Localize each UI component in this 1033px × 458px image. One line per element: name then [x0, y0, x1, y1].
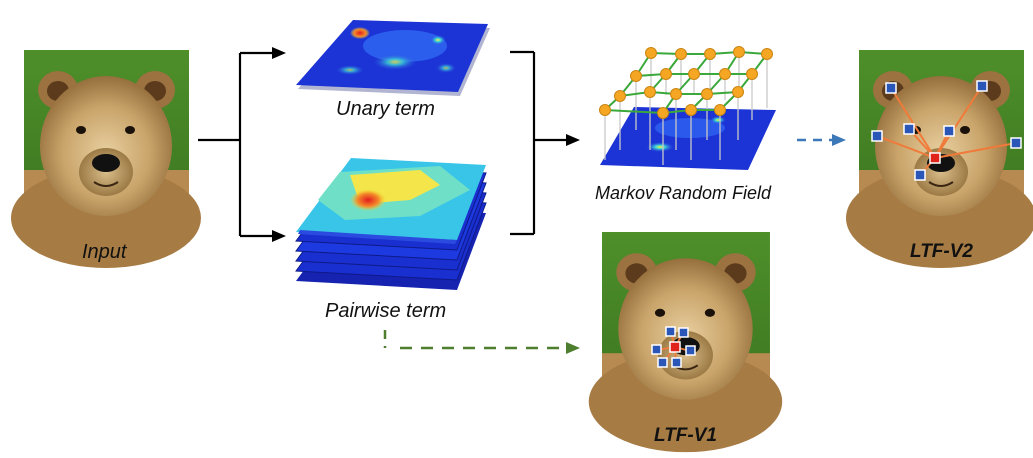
- split-arrows: [198, 51, 274, 238]
- arrow-head: [566, 134, 580, 146]
- ltf-v2-image: [845, 49, 1033, 269]
- pairwise-term-label: Pairwise term: [325, 300, 447, 322]
- pairwise-heatmap-stack: [295, 158, 487, 290]
- dashed-arrow-to-ltf-v2: [797, 134, 846, 146]
- input-label: Input: [82, 241, 127, 263]
- mrf-graph: [599, 46, 776, 170]
- arrow-head: [566, 342, 580, 354]
- merge-arrows: [510, 50, 568, 236]
- ltf-v2-label: LTF-V2: [910, 241, 973, 262]
- arrow-head: [272, 47, 286, 59]
- dashed-arrow-to-ltf-v1: [383, 330, 566, 350]
- arrow-head: [272, 230, 286, 242]
- unary-term-label: Unary term: [336, 98, 435, 120]
- unary-heatmap: [296, 20, 490, 96]
- ltf-v1-label: LTF-V1: [654, 425, 717, 446]
- input-image: [10, 49, 202, 269]
- ltf-v1-image: [587, 230, 784, 454]
- mrf-label: Markov Random Field: [595, 183, 772, 203]
